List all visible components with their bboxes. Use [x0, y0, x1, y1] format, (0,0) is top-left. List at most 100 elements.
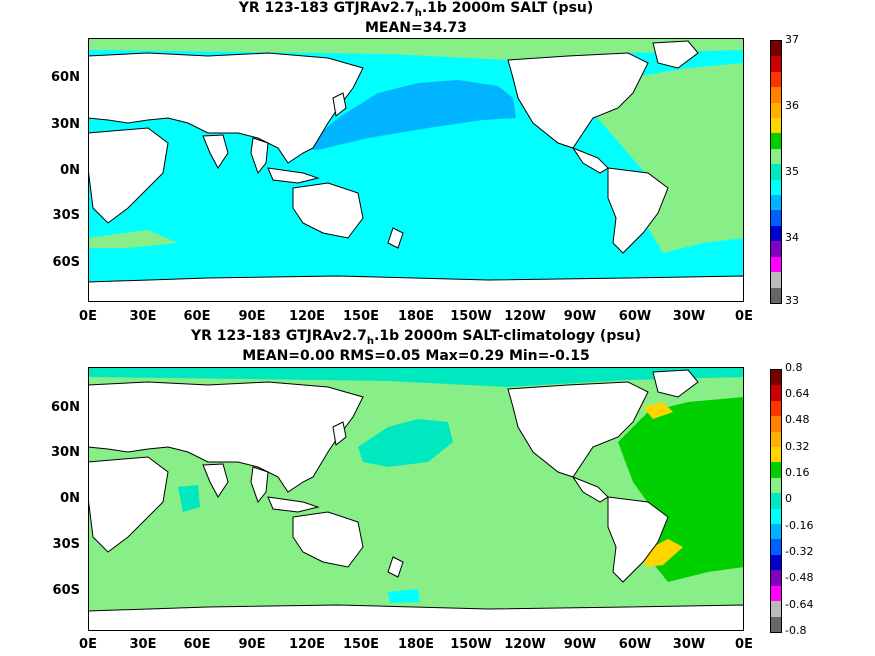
colorbar-tick: 0.16 [785, 466, 810, 479]
colorbar-tick: 37 [785, 33, 799, 46]
arctic-region [88, 367, 744, 387]
lon-label: 120E [288, 309, 326, 324]
lon-label: 60E [183, 637, 211, 652]
colorbar-swatch [771, 179, 781, 196]
colorbar-tick: -0.48 [785, 571, 814, 584]
colorbar-tick: -0.64 [785, 598, 814, 611]
colorbar-tick: 36 [785, 99, 799, 112]
lat-label: 30N [51, 117, 80, 132]
lon-label: 90E [238, 637, 266, 652]
colorbar-swatch [771, 508, 781, 525]
near-zero-region [388, 589, 420, 603]
lat-label: 30S [52, 208, 80, 223]
lon-label: 30W [672, 309, 706, 324]
colorbar-swatch [771, 493, 781, 509]
panel2-stats: MEAN=0.00 RMS=0.05 Max=0.29 Min=-0.15 [242, 348, 590, 364]
near-zero-region [358, 419, 453, 467]
colorbar-swatch [771, 616, 781, 632]
atlantic-positive-anomaly [618, 397, 744, 582]
lon-label: 150E [342, 309, 380, 324]
colorbar-tick: 0 [785, 492, 792, 505]
southern-ocean [88, 233, 744, 278]
colorbar-swatch [771, 195, 781, 211]
lon-label: 0E [79, 309, 97, 324]
colorbar-swatch [771, 118, 781, 134]
lon-label: 150E [342, 637, 380, 652]
colorbar-tick: 0.8 [785, 361, 803, 374]
panel2-colorbar [770, 369, 782, 633]
lat-label: 60N [51, 400, 80, 415]
colorbar-tick: 33 [785, 294, 799, 307]
near-zero-region [178, 485, 200, 512]
lat-label: 0N [60, 163, 80, 178]
lon-label: 0E [79, 637, 97, 652]
lon-label: 120E [288, 637, 326, 652]
lat-label: 30N [51, 445, 80, 460]
labrador-sea-anomaly [643, 402, 673, 419]
land-masses [88, 40, 744, 302]
colorbar-swatch [771, 447, 781, 463]
arctic-region [88, 38, 744, 60]
colorbar-tick: -0.16 [785, 519, 814, 532]
atlantic-region [593, 63, 744, 253]
south-atlantic-anomaly [643, 539, 683, 567]
lon-label: 150W [450, 309, 492, 324]
panel1-stats: MEAN=34.73 [364, 20, 468, 36]
colorbar-swatch [771, 133, 781, 149]
colorbar-swatch [771, 256, 781, 273]
lon-label: 30E [129, 309, 157, 324]
lon-label: 0E [735, 309, 753, 324]
colorbar-tick: 0.64 [785, 387, 810, 400]
panel2-title: YR 123-183 GTJRAv2.7h.1b 2000m SALT-clim… [190, 328, 642, 347]
colorbar-swatch [771, 570, 781, 586]
colorbar-tick: -0.8 [785, 624, 807, 637]
lat-label: 60N [51, 70, 80, 85]
colorbar-swatch [771, 87, 781, 103]
colorbar-tick: 35 [785, 165, 799, 178]
colorbar-swatch [771, 462, 781, 478]
colorbar-swatch [771, 56, 781, 72]
panel1-title: YR 123-183 GTJRAv2.7h.1b 2000m SALT (psu… [238, 0, 594, 19]
lon-label: 120W [504, 637, 546, 652]
colorbar-swatch [771, 164, 781, 180]
colorbar-swatch [771, 287, 781, 303]
colorbar-tick: 34 [785, 231, 799, 244]
colorbar-swatch [771, 524, 781, 540]
lat-label: 0N [60, 491, 80, 506]
north-pacific-region [303, 80, 516, 150]
lon-label: 30W [672, 637, 706, 652]
colorbar-swatch [771, 416, 781, 432]
colorbar-tick: 0.32 [785, 440, 810, 453]
lon-label: 0E [735, 637, 753, 652]
colorbar-swatch [771, 539, 781, 555]
colorbar-swatch [771, 148, 781, 165]
colorbar-tick: 0.48 [785, 413, 810, 426]
colorbar-swatch [771, 370, 781, 386]
panel1-map [88, 38, 744, 302]
colorbar-swatch [771, 400, 781, 417]
lat-label: 60S [52, 255, 80, 270]
colorbar-swatch [771, 41, 781, 57]
colorbar-swatch [771, 272, 781, 288]
colorbar-swatch [771, 477, 781, 494]
lon-label: 30E [129, 637, 157, 652]
colorbar-swatch [771, 225, 781, 242]
lon-label: 90W [563, 637, 597, 652]
lon-label: 60W [618, 637, 652, 652]
lat-label: 60S [52, 583, 80, 598]
colorbar-swatch [771, 102, 781, 119]
colorbar-swatch [771, 554, 781, 571]
lon-label: 120W [504, 309, 546, 324]
colorbar-swatch [771, 431, 781, 448]
colorbar-swatch [771, 241, 781, 257]
panel2-map [88, 367, 744, 631]
colorbar-swatch [771, 385, 781, 401]
colorbar-swatch [771, 71, 781, 88]
lon-label: 90E [238, 309, 266, 324]
colorbar-swatch [771, 601, 781, 617]
lon-label: 90W [563, 309, 597, 324]
panel1-colorbar [770, 40, 782, 304]
lon-label: 180E [397, 637, 435, 652]
lon-label: 60W [618, 309, 652, 324]
land-masses [88, 369, 744, 631]
